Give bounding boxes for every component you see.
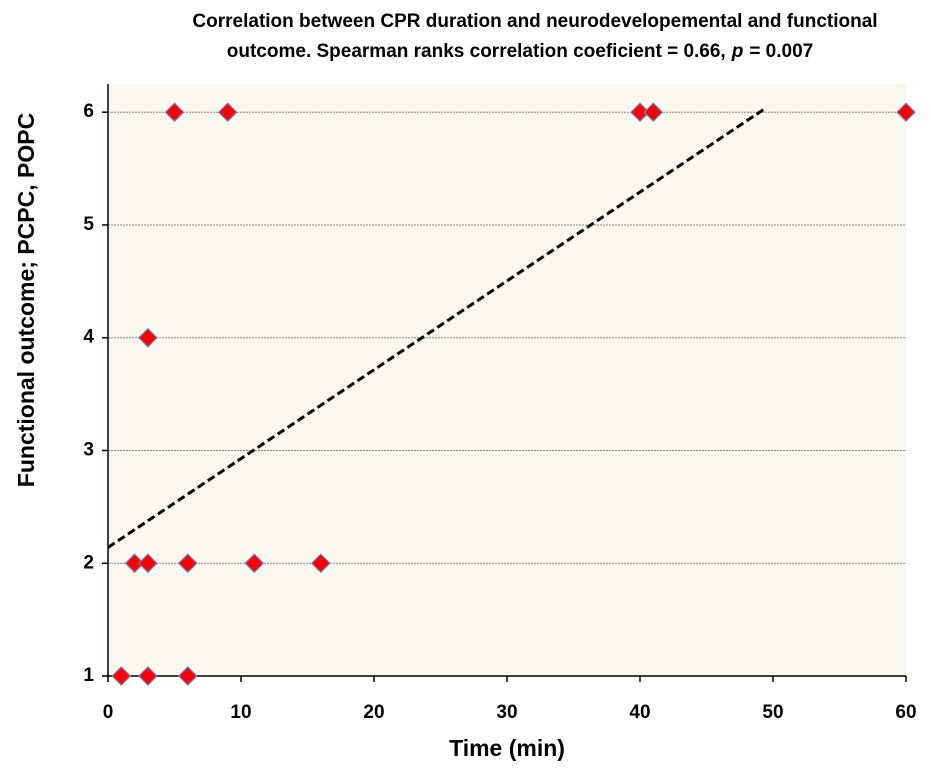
point <box>164 102 185 123</box>
point <box>896 102 916 123</box>
point <box>138 553 158 574</box>
point <box>177 666 198 686</box>
y-tick-label: 6 <box>83 101 94 122</box>
point <box>630 102 650 123</box>
point <box>111 666 132 686</box>
y-tick-label: 3 <box>83 439 94 460</box>
point <box>138 666 158 686</box>
title-part: outcome. Spearman ranks correlation coef… <box>227 41 726 62</box>
point <box>138 327 158 348</box>
point <box>217 102 238 123</box>
title-part: = 0.007 <box>749 41 813 62</box>
chart-title-line-2: outcome. Spearman ranks correlation coef… <box>227 41 813 62</box>
x-tick-label: 40 <box>629 702 650 723</box>
x-tick-label: 10 <box>230 702 251 723</box>
plot-area <box>108 84 906 676</box>
point <box>310 553 331 574</box>
y-tick-label: 2 <box>83 552 94 573</box>
y-tick-label: 5 <box>83 214 94 235</box>
x-tick-label: 0 <box>103 702 114 723</box>
point <box>177 553 198 574</box>
title-part: p <box>731 41 744 62</box>
x-axis-title: Time (min) <box>449 735 565 761</box>
x-tick-label: 30 <box>496 702 517 723</box>
x-tick-label: 60 <box>895 702 916 723</box>
x-tick-label: 20 <box>363 702 384 723</box>
point <box>643 102 664 123</box>
point <box>244 553 265 574</box>
y-axis-title: Functional outcome; PCPC, POPC <box>13 113 39 487</box>
y-tick-label: 4 <box>83 327 94 348</box>
point <box>124 553 145 574</box>
x-tick-label: 50 <box>762 702 783 723</box>
chart-title-line-1: Correlation between CPR duration and neu… <box>192 11 877 32</box>
y-tick-label: 1 <box>83 665 94 686</box>
